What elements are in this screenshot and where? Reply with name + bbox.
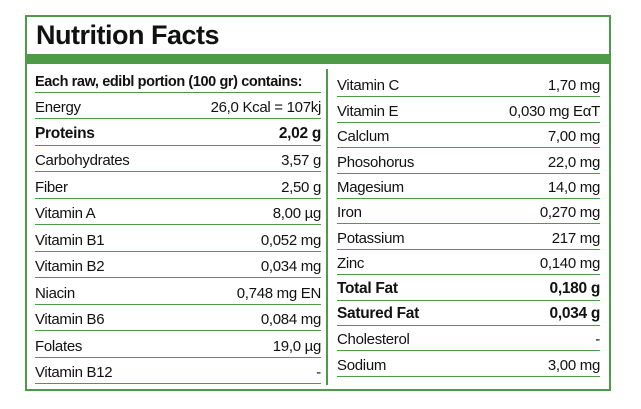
nutrient-value: 0,030 mg EαT <box>509 102 600 120</box>
nutrient-value: 0,748 mg EN <box>236 284 321 302</box>
nutrient-label: Vitamin E <box>337 102 399 120</box>
nutrient-label: Magesium <box>337 178 404 196</box>
nutrient-value: 3,00 mg <box>547 356 600 374</box>
nutrient-row: Potassium 217 mg <box>337 224 600 250</box>
nutrient-label: Total Fat <box>337 279 398 297</box>
nutrient-row: Proteins 2,02 g <box>35 119 321 146</box>
nutrient-row: Phosohorus 22,0 mg <box>337 148 600 174</box>
nutrient-label: Proteins <box>35 124 95 142</box>
nutrient-row: Energy 26,0 Kcal = 107kj <box>35 93 321 119</box>
serving-info-header: Each raw, edibl portion (100 gr) contain… <box>35 66 321 93</box>
nutrient-value: 0,270 mg <box>539 204 600 222</box>
nutrient-label: Sodium <box>337 356 387 374</box>
nutrient-value: 2,02 g <box>278 124 321 142</box>
nutrient-row: Carbohydrates 3,57 g <box>35 146 321 172</box>
nutrient-label: Vitamin A <box>35 205 96 222</box>
nutrition-table: Each raw, edibl portion (100 gr) contain… <box>27 64 609 389</box>
column-divider <box>326 69 328 385</box>
right-nutrient-rows: Vitamin C 1,70 mg Vitamin E 0,030 mg EαT Cal… <box>337 72 600 377</box>
nutrient-label: Niacin <box>35 284 75 302</box>
nutrient-label: Calclum <box>337 128 390 146</box>
nutrient-value: 19,0 µg <box>272 337 321 355</box>
nutrient-label: Fiber <box>35 178 68 196</box>
nutrient-label: Vitamin B12 <box>35 364 113 381</box>
nutrient-row: Cholesterol - <box>337 326 600 352</box>
nutrient-row: Sodium 3,00 mg <box>337 351 600 377</box>
nutrient-row: Vitamin B1 0,052 mg <box>35 225 321 252</box>
nutrient-row: Satured Fat 0,034 g <box>337 301 600 326</box>
nutrient-row: Vitamin B6 0,084 mg <box>35 305 321 331</box>
nutrient-label: Folates <box>35 337 83 355</box>
nutrient-value: 0,180 g <box>549 279 600 297</box>
nutrient-label: Cholesterol <box>337 331 410 349</box>
nutrient-row: Total Fat 0,180 g <box>337 275 600 301</box>
nutrient-row: Vitamin C 1,70 mg <box>337 72 600 98</box>
nutrient-label: Vitamin B2 <box>35 258 105 275</box>
nutrient-value: 2,50 g <box>281 178 321 196</box>
nutrient-row: Iron 0,270 mg <box>337 199 600 225</box>
left-nutrient-column: Each raw, edibl portion (100 gr) contain… <box>27 64 326 389</box>
nutrient-value: 8,00 µg <box>272 205 321 222</box>
nutrient-row: Vitamin A 8,00 µg <box>35 199 321 225</box>
nutrient-row: Magesium 14,0 mg <box>337 174 600 199</box>
nutrient-value: 217 mg <box>551 229 600 247</box>
nutrient-label: Energy <box>35 99 81 116</box>
nutrition-facts-card: Nutrition Facts Each raw, edibl portion … <box>25 15 611 391</box>
nutrient-label: Vitamin B6 <box>35 311 105 328</box>
nutrient-value: 1,70 mg <box>547 77 600 95</box>
nutrient-row: Vitamin B2 0,034 mg <box>35 252 321 278</box>
nutrient-value: - <box>316 364 321 381</box>
nutrient-label: Vitamin C <box>337 77 400 95</box>
nutrient-value: 0,052 mg <box>260 231 321 249</box>
nutrient-label: Carbohydrates <box>35 152 130 169</box>
nutrient-value: 14,0 mg <box>547 178 600 196</box>
nutrient-value: - <box>595 331 600 349</box>
nutrient-row: Fiber 2,50 g <box>35 172 321 199</box>
nutrient-value: 0,084 mg <box>260 311 321 328</box>
nutrient-value: 22,0 mg <box>547 153 600 171</box>
nutrition-facts-title: Nutrition Facts <box>36 20 220 50</box>
nutrient-row: Niacin 0,748 mg EN <box>35 278 321 305</box>
nutrient-value: 3,57 g <box>281 152 321 169</box>
nutrient-row: Vitamin B12 - <box>35 358 321 384</box>
nutrient-label: Zinc <box>337 255 365 273</box>
nutrient-label: Vitamin B1 <box>35 231 105 249</box>
left-nutrient-rows: Energy 26,0 Kcal = 107kj Proteins 2,02 g Car… <box>35 93 321 384</box>
nutrient-row: Vitamin E 0,030 mg EαT <box>337 97 600 123</box>
nutrient-value: 0,140 mg <box>539 255 600 273</box>
nutrient-value: 26,0 Kcal = 107kj <box>210 99 321 116</box>
nutrient-value: 0,034 g <box>549 304 600 322</box>
nutrient-value: 7,00 mg <box>547 128 600 146</box>
nutrient-row: Calclum 7,00 mg <box>337 123 600 149</box>
right-nutrient-column: Vitamin C 1,70 mg Vitamin E 0,030 mg EαT Cal… <box>328 64 609 389</box>
nutrient-row: Zinc 0,140 mg <box>337 250 600 276</box>
title-divider-bar <box>27 54 609 64</box>
nutrient-row: Folates 19,0 µg <box>35 331 321 358</box>
nutrient-label: Iron <box>337 204 362 222</box>
nutrient-label: Potassium <box>337 229 405 247</box>
nutrient-value: 0,034 mg <box>260 258 321 275</box>
nutrient-label: Phosohorus <box>337 153 415 171</box>
nutrient-label: Satured Fat <box>337 304 419 322</box>
